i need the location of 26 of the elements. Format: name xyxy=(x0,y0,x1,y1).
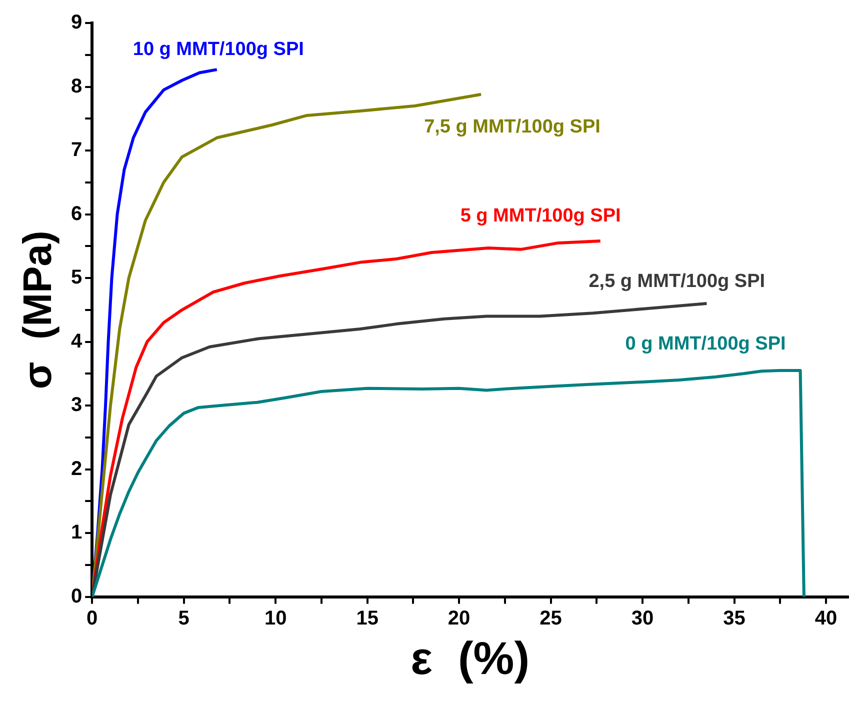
x-tick-label: 40 xyxy=(814,607,838,630)
y-tick-label: 2 xyxy=(71,458,82,480)
series-label: 7,5 g MMT/100g SPI xyxy=(424,116,600,138)
series-label: 2,5 g MMT/100g SPI xyxy=(588,270,766,292)
y-axis-title: σ (MPa) xyxy=(16,230,60,390)
x-tick-label: 15 xyxy=(356,607,378,630)
x-tick-label: 20 xyxy=(448,607,470,630)
y-tick-label: 8 xyxy=(71,75,82,98)
y-tick-label: 1 xyxy=(71,522,82,544)
y-tick-label: 6 xyxy=(71,202,82,225)
x-tick-label: 30 xyxy=(631,607,654,630)
x-tick-label: 10 xyxy=(264,607,287,630)
series-label: 5 g MMT/100g SPI xyxy=(460,205,621,226)
x-tick-label: 25 xyxy=(540,607,562,630)
y-tick-label: 3 xyxy=(71,394,82,416)
y-tick-label: 5 xyxy=(71,266,82,289)
y-tick-label: 7 xyxy=(71,139,82,162)
x-tick-label: 35 xyxy=(723,607,746,630)
x-tick-label: 5 xyxy=(178,607,190,630)
y-tick-label: 4 xyxy=(71,330,83,352)
y-tick-label: 9 xyxy=(71,12,82,34)
y-tick-label: 0 xyxy=(71,585,82,608)
series-label: 10 g MMT/100g SPI xyxy=(132,38,304,60)
series-label: 0 g MMT/100g SPI xyxy=(625,334,786,355)
x-axis-title: ε (%) xyxy=(410,632,530,684)
x-tick-label: 0 xyxy=(86,607,98,630)
